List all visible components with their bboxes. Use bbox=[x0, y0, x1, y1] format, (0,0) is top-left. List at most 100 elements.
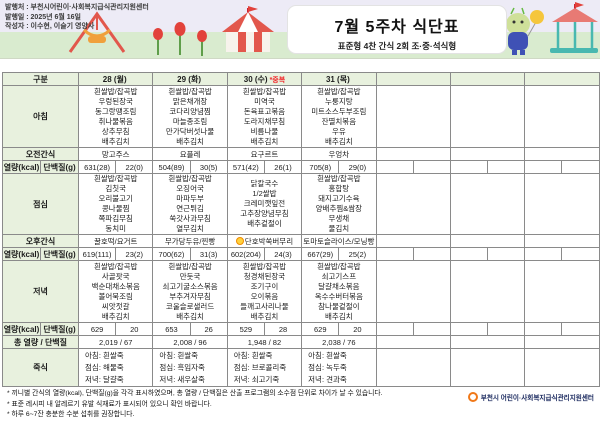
lunch-empty-1 bbox=[375, 173, 451, 235]
lunch-tue: 흰쌀밥/잡곡밥 오징어국 마파두부 연근튀김 쑥갓사과무침 열무김치 bbox=[152, 173, 228, 235]
total-tue: 2,008 / 96 bbox=[152, 335, 228, 349]
lunch-wed: 닭칼국수 1/2쌀밥 크레미깻잎전 고추장양념무침 배추겉절이 bbox=[226, 173, 303, 235]
energy-pm-row: 열량(kcal) 단백질(g) 619(111) 23(2) 700(62) 3… bbox=[2, 247, 600, 261]
org-name: 부천시 어린이·사회복지급식관리지원센터 bbox=[480, 395, 594, 402]
am-snack-mon: 망고주스 bbox=[78, 147, 154, 161]
energy-am-wed-kcal: 571(42) bbox=[226, 160, 265, 174]
lunch-empty-2 bbox=[449, 173, 526, 235]
dinner-row: 저녁 흰쌀밥/잡곡밥 사골팟국 백순대채소볶음 볼어묵조림 씨앗젓갈 배추김치 … bbox=[1, 260, 600, 323]
energy-pm-tue-protein: 31(3) bbox=[189, 247, 228, 261]
protein-label: 단백질(g) bbox=[39, 160, 80, 174]
protein-label-2: 단백질(g) bbox=[39, 247, 80, 261]
circus-tent-icon bbox=[222, 6, 274, 52]
breakfast-label: 아침 bbox=[1, 85, 80, 148]
energy-am-tue-protein: 30(5) bbox=[189, 160, 228, 174]
porridge-label: 죽식 bbox=[1, 348, 80, 387]
breakfast-tue: 흰쌀밥/잡곡밥 맑은채개장 코다리양념찜 마늘종조림 만가닥버섯나물 배추김치 bbox=[152, 85, 228, 148]
total-label: 총 열량 / 단백질 bbox=[1, 335, 80, 349]
energy-dinner-wed-protein: 28 bbox=[263, 322, 303, 336]
energy-pm-thu-kcal: 667(29) bbox=[301, 247, 340, 261]
lunch-row: 점심 흰쌀밥/잡곡밥 김칫국 오리불고기 콩나물찜 쪽파김무침 동치미 흰쌀밥/… bbox=[1, 173, 600, 235]
pm-snack-empty-3 bbox=[524, 234, 600, 248]
footnote-1: * 끼니별 간식의 열량(kcal), 단백질(g)을 각각 표시하였으며, 총… bbox=[7, 390, 383, 397]
page-title: 7월 5주차 식단표 bbox=[334, 19, 460, 36]
energy-dinner-thu-kcal: 629 bbox=[301, 322, 340, 336]
porridge-wed: 아침: 흰쌀죽 점심: 브로콜리죽 저녁: 쇠고기죽 bbox=[226, 348, 303, 387]
energy-am-tue-kcal: 504(89) bbox=[152, 160, 191, 174]
organization-footer: 부천시 어린이·사회복지급식관리지원센터 bbox=[467, 392, 594, 402]
energy-am-mon-kcal: 631(28) bbox=[78, 160, 117, 174]
energy-dinner-mon-kcal: 629 bbox=[78, 322, 117, 336]
footnote-3: * 하루 6~7잔 충분한 수분 섭취를 권장합니다. bbox=[7, 411, 135, 418]
energy-pm-thu-protein: 25(2) bbox=[338, 247, 377, 261]
dinner-label: 저녁 bbox=[1, 260, 80, 323]
am-snack-empty-2 bbox=[449, 147, 526, 161]
protein-label-3: 단백질(g) bbox=[39, 322, 80, 336]
porridge-mon: 아침: 흰쌀죽 점심: 해물죽 저녁: 달걀죽 bbox=[78, 348, 154, 387]
lunch-empty-3 bbox=[524, 173, 600, 235]
footnote-2: * 표준 레시피 내 알레르기 유발 식재료가 표시되어 있으니 확인 바랍니다… bbox=[7, 400, 212, 408]
total-wed: 1,948 / 82 bbox=[226, 335, 303, 349]
day-header-wed: 30 (수) *중복 bbox=[226, 72, 303, 86]
porridge-row: 죽식 아침: 흰쌀죽 점심: 해물죽 저녁: 달걀죽 아침: 흰쌀죽 점심: 흑… bbox=[1, 348, 600, 387]
publisher-line: 발행처 : 부천시어린이·사회복지급식관리지원센터 bbox=[5, 4, 149, 11]
am-snack-tue: 요플레 bbox=[152, 147, 228, 161]
day-header-empty-2 bbox=[449, 72, 526, 86]
am-snack-row: 오전간식 망고주스 요플레 요구르트 우엉차 bbox=[1, 147, 600, 161]
pm-snack-wed: 단호박쑥버무리 bbox=[226, 234, 303, 248]
pm-snack-thu: 토마토슬라이스/모닝빵 bbox=[301, 234, 377, 248]
swing-ride-icon bbox=[68, 11, 126, 53]
dinner-mon: 흰쌀밥/잡곡밥 사골팟국 백순대채소볶음 볼어묵조림 씨앗젓갈 배추김치 bbox=[78, 260, 154, 323]
tulip-icons-left bbox=[153, 22, 207, 56]
author-line: 작성자 : 이수현, 이슬기 영양사 bbox=[5, 23, 95, 30]
menu-table: 구분 28 (월) 29 (화) 30 (수) *중복 31 (목) 아침 흰쌀밥… bbox=[1, 72, 600, 387]
breakfast-row: 아침 흰쌀밥/잡곡밥 우렁된장국 동그랑땡조림 취나물볶음 상추무침 배추김치 … bbox=[1, 85, 600, 148]
energy-label-2: 열량(kcal) bbox=[2, 247, 41, 261]
pm-snack-empty-1 bbox=[375, 234, 451, 248]
carousel-icon bbox=[550, 2, 598, 53]
dinner-empty-3 bbox=[524, 260, 600, 323]
energy-am-mon-protein: 22(0) bbox=[115, 160, 154, 174]
lunch-mon: 흰쌀밥/잡곡밥 김칫국 오리불고기 콩나물찜 쪽파김무침 동치미 bbox=[78, 173, 154, 235]
am-snack-wed: 요구르트 bbox=[226, 147, 303, 161]
day-header-mon: 28 (월) bbox=[78, 72, 154, 86]
energy-dinner-row: 열량(kcal) 단백질(g) 629 20 653 26 529 28 629… bbox=[2, 322, 600, 336]
duplicate-mark: *중복 bbox=[269, 76, 286, 84]
energy-label-3: 열량(kcal) bbox=[2, 322, 41, 336]
energy-pm-wed-kcal: 602(204) bbox=[226, 247, 265, 261]
energy-pm-mon-protein: 23(2) bbox=[115, 247, 154, 261]
highlight-icon bbox=[235, 236, 244, 245]
total-thu: 2,038 / 76 bbox=[301, 335, 377, 349]
page-subtitle: 표준형 4찬 간식 2회 조·중·석식형 bbox=[337, 41, 457, 51]
table-header-row: 구분 28 (월) 29 (화) 30 (수) *중복 31 (목) bbox=[1, 72, 600, 86]
title-card: 7월 5주차 식단표 표준형 4찬 간식 2회 조·중·석식형 bbox=[287, 5, 507, 54]
energy-pm-mon-kcal: 619(111) bbox=[78, 247, 117, 261]
pm-snack-mon: 꿀호떡/요거트 bbox=[78, 234, 154, 248]
energy-label: 열량(kcal) bbox=[2, 160, 41, 174]
breakfast-thu: 흰쌀밥/잡곡밥 누룽지탕 미트소스두부조림 잔멸치볶음 우유 배추김치 bbox=[301, 85, 377, 148]
am-snack-label: 오전간식 bbox=[1, 147, 80, 161]
pm-snack-row: 오후간식 꿀호떡/요거트 무가당두유/찐빵 단호박쑥버무리 토마토슬라이스/모닝… bbox=[1, 234, 600, 248]
breakfast-empty-3 bbox=[524, 85, 600, 148]
day-header-empty-3 bbox=[524, 72, 600, 86]
mascot-icon bbox=[506, 7, 544, 55]
publication-info: 발행처 : 부천시어린이·사회복지급식관리지원센터 발행일 : 2025년 6월… bbox=[5, 3, 149, 32]
porridge-thu: 아침: 흰쌀죽 점심: 녹두죽 저녁: 견과죽 bbox=[301, 348, 377, 387]
lunch-label: 점심 bbox=[1, 173, 80, 235]
am-snack-thu: 우엉차 bbox=[301, 147, 377, 161]
energy-am-wed-protein: 26(1) bbox=[263, 160, 303, 174]
breakfast-empty-1 bbox=[375, 85, 451, 148]
energy-dinner-tue-kcal: 653 bbox=[152, 322, 191, 336]
am-snack-empty-1 bbox=[375, 147, 451, 161]
dinner-thu: 흰쌀밥/잡곡밥 쇠고기스프 달걀채소볶음 옥수수버터볶음 참나물겉절이 배추김치 bbox=[301, 260, 377, 323]
day-header-thu: 31 (목) bbox=[301, 72, 377, 86]
dinner-wed: 흰쌀밥/잡곡밥 청경채된장국 조기구이 오이볶음 들깨고사리나물 배추김치 bbox=[226, 260, 303, 323]
pm-snack-label: 오후간식 bbox=[1, 234, 80, 248]
breakfast-empty-2 bbox=[449, 85, 526, 148]
footnotes: * 끼니별 간식의 열량(kcal), 단백질(g)을 각각 표시하였으며, 총… bbox=[7, 389, 383, 421]
total-row: 총 열량 / 단백질 2,019 / 67 2,008 / 96 1,948 /… bbox=[1, 335, 600, 349]
energy-am-row: 열량(kcal) 단백질(g) 631(28) 22(0) 504(89) 30… bbox=[2, 160, 600, 174]
corner-cell: 구분 bbox=[1, 72, 80, 86]
org-logo-icon bbox=[467, 392, 478, 402]
